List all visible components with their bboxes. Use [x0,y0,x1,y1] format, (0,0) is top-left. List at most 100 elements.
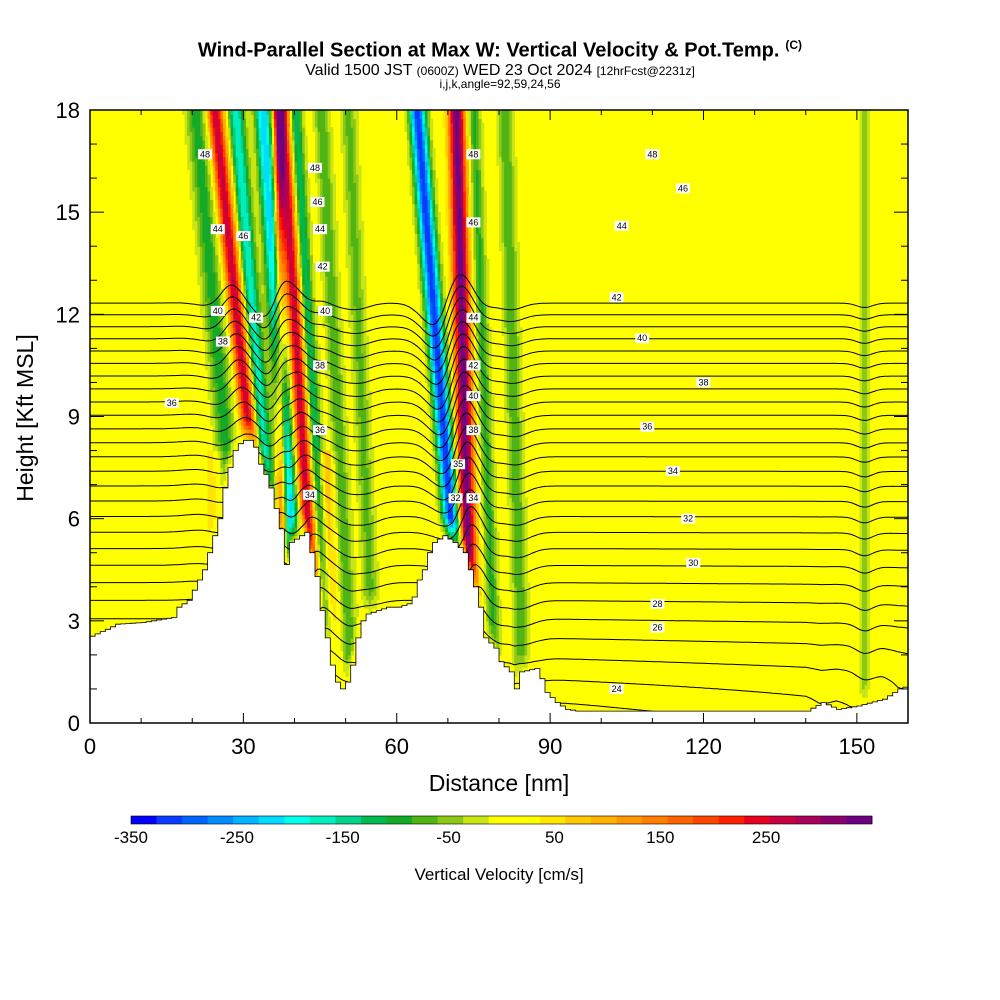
velocity-cell [238,212,242,222]
velocity-cell [452,131,457,166]
colorbar-swatch [820,816,847,824]
isentrope-label: 40 [318,305,333,316]
velocity-cell [240,135,244,154]
velocity-cell [440,450,444,460]
velocity-cell [212,246,216,273]
velocity-cell [429,186,434,200]
velocity-cell [212,173,216,183]
velocity-cell [279,339,283,405]
velocity-cell [274,382,278,401]
velocity-cell [217,195,221,200]
velocity-cell [447,390,452,401]
velocity-cell [450,237,454,273]
velocity-cell [309,390,313,409]
copyright-mark: (C) [785,38,803,52]
velocity-cell [345,135,349,200]
velocity-cell [437,348,441,396]
velocity-cell [240,241,244,252]
velocity-cell [248,433,252,439]
isentrope-label: 36 [640,421,655,432]
isentrope-label: 44 [466,312,481,323]
velocity-cell [419,267,423,281]
velocity-cell [220,254,224,269]
velocity-cell [245,382,250,392]
velocity-cell [263,361,267,379]
velocity-cell [432,399,436,413]
velocity-cell [501,161,505,243]
velocity-cell [291,250,296,269]
velocity-cell [412,144,416,154]
velocity-cell [228,203,232,218]
velocity-cell [245,348,250,358]
velocity-cell [184,110,188,145]
velocity-cell [363,344,367,409]
isentrope-label: 28 [650,598,665,609]
velocity-cell [422,297,426,311]
velocity-cell [447,531,452,537]
velocity-cell [251,429,255,435]
velocity-cell [240,314,244,324]
velocity-cell [432,263,436,273]
colorbar-swatch [488,816,515,824]
velocity-cell [437,233,441,252]
velocity-cell [302,505,306,516]
colorbar-swatch [258,816,285,824]
velocity-cell [445,488,449,503]
velocity-cell [452,505,457,516]
velocity-cell [299,454,303,469]
velocity-cell [297,450,301,460]
velocity-cell [314,127,319,183]
velocity-cell [240,416,244,422]
velocity-cell [261,450,265,456]
velocity-cell [437,288,441,298]
velocity-cell [468,442,472,473]
velocity-cell [450,531,454,537]
velocity-cell [248,348,252,354]
velocity-cell [286,433,290,452]
velocity-cell [230,335,234,345]
velocity-cell [409,122,413,132]
velocity-cell [432,148,436,171]
velocity-cell [432,348,436,358]
velocity-cell [225,297,229,307]
velocity-cell [253,416,257,422]
velocity-cell [279,237,283,252]
velocity-cell [440,484,444,494]
velocity-cell [289,446,293,460]
velocity-cell [455,373,459,401]
velocity-cell [445,522,449,528]
velocity-cell [230,216,234,222]
velocity-cell [427,173,431,183]
velocity-cell [340,373,344,422]
velocity-cell [460,539,464,545]
velocity-cell [463,241,467,273]
potential-temperature-contours [90,273,908,723]
colorbar-swatch [437,816,464,824]
velocity-cell [314,110,319,128]
velocity-cell [299,241,303,256]
velocity-cell [294,310,298,354]
velocity-cell [463,544,467,550]
velocity-cell [417,190,421,200]
velocity-cell [337,271,342,328]
velocity-cell [445,527,449,533]
velocity-cell [312,505,316,516]
velocity-cell [442,522,446,528]
velocity-cell [427,284,431,298]
velocity-cell [455,501,459,511]
velocity-cell [294,437,298,447]
velocity-cell [217,110,221,120]
velocity-cell [268,484,273,490]
velocity-cell [348,659,352,669]
velocity-cell [445,442,449,490]
velocity-cell [210,199,214,218]
velocity-cell [289,416,293,426]
velocity-cell [243,365,247,379]
velocity-cell [355,361,360,426]
velocity-cell [450,395,454,409]
velocity-cell [442,399,446,413]
isentrope-label-text: 38 [218,337,228,347]
velocity-cell [427,182,431,192]
velocity-cell [284,356,288,371]
velocity-cell [304,195,308,218]
